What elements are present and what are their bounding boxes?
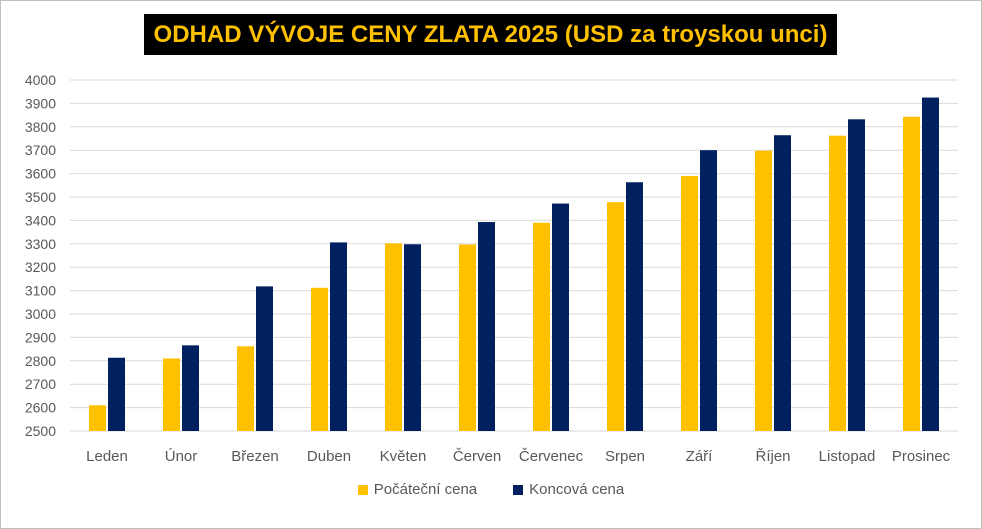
bar-start-price [237,346,254,431]
y-tick-label: 2500 [25,423,56,439]
bar-start-price [459,244,476,431]
y-tick-label: 4000 [25,72,56,88]
bar-end-price [256,286,273,431]
chart-title: ODHAD VÝVOJE CENY ZLATA 2025 (USD za tro… [153,20,828,48]
bar-start-price [903,116,920,431]
bar-start-price [533,222,550,431]
legend-swatch-end [513,484,524,495]
legend-item-start: Počáteční cena [357,481,478,498]
bar-start-price [385,243,402,431]
bar-end-price [848,119,865,431]
x-category-label: Březen [231,448,279,465]
bar-start-price [163,358,180,431]
y-tick-label: 2700 [25,376,56,392]
bar-end-price [700,150,717,431]
bar-start-price [607,202,624,431]
x-category-label: Únor [165,448,198,465]
y-tick-label: 3000 [25,306,56,322]
bar-end-price [774,135,791,431]
legend-label-end: Koncová cena [529,481,625,498]
x-category-label: Prosinec [892,448,951,465]
bar-end-price [330,242,347,431]
chart-title-box: ODHAD VÝVOJE CENY ZLATA 2025 (USD za tro… [144,14,837,55]
legend-label-start: Počáteční cena [373,481,478,498]
y-tick-label: 3100 [25,283,56,299]
x-category-label: Červenec [519,448,584,465]
y-tick-label: 3600 [25,166,56,182]
x-category-label: Leden [86,448,128,465]
y-tick-label: 3300 [25,236,56,252]
x-category-label: Květen [380,448,427,465]
y-tick-label: 3900 [25,95,56,111]
x-category-label: Červen [453,448,501,465]
legend-swatch-start [357,484,368,495]
y-tick-label: 3700 [25,142,56,158]
y-tick-label: 3500 [25,189,56,205]
bar-start-price [755,150,772,431]
x-category-label: Listopad [819,448,876,465]
y-tick-label: 2800 [25,353,56,369]
bar-end-price [108,357,125,431]
y-tick-label: 3800 [25,119,56,135]
legend-item-end: Koncová cena [513,481,624,498]
bar-end-price [182,345,199,431]
y-tick-label: 2900 [25,329,56,345]
x-category-label: Srpen [605,448,645,465]
bar-end-price [478,222,495,431]
y-tick-label: 2600 [25,400,56,416]
x-category-label: Září [686,448,714,465]
y-tick-label: 3200 [25,259,56,275]
x-category-label: Říjen [755,448,790,465]
bar-end-price [626,182,643,431]
bar-start-price [681,175,698,431]
y-tick-label: 3400 [25,212,56,228]
x-category-label: Duben [307,448,351,465]
bar-start-price [311,287,328,431]
bar-end-price [404,244,421,431]
bar-end-price [552,203,569,431]
bar-end-price [922,97,939,432]
bar-start-price [89,405,106,431]
chart-legend: Počáteční cena Koncová cena [0,481,982,498]
bar-start-price [829,135,846,431]
